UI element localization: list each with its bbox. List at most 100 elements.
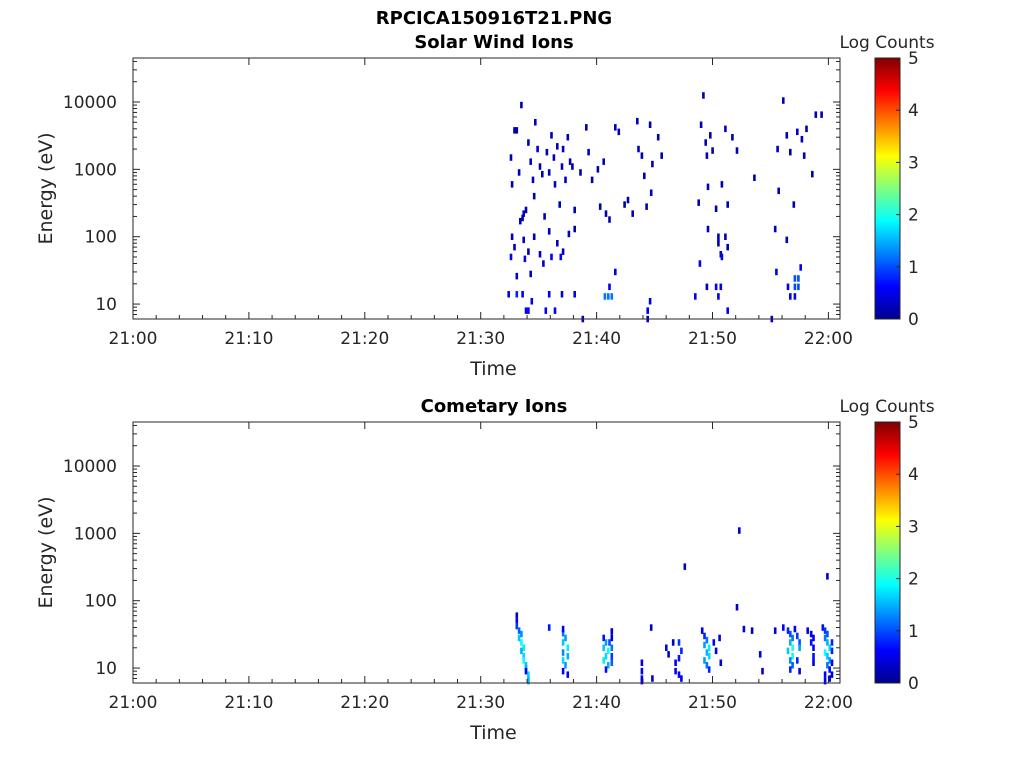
heatmap-cell — [522, 657, 525, 664]
heatmap-cell — [610, 293, 614, 300]
colorbar-label: Log Counts — [839, 33, 934, 53]
heatmap-cell — [826, 639, 829, 646]
y-tick-label: 100 — [85, 228, 117, 248]
plot-area — [133, 58, 840, 319]
heatmap-cells — [515, 527, 834, 685]
heatmap-cell — [717, 293, 720, 300]
heatmap-cell — [714, 205, 718, 212]
heatmap-cell — [706, 183, 710, 191]
heatmap-cell — [714, 283, 718, 291]
heatmap-cell — [705, 283, 709, 291]
y-tick-label: 100 — [85, 592, 117, 612]
heatmap-cell — [792, 201, 796, 208]
heatmap-cell — [789, 630, 792, 638]
heatmap-cell — [791, 662, 794, 669]
heatmap-cell — [538, 251, 542, 258]
heatmap-cell — [547, 624, 551, 631]
heatmap-cell — [785, 236, 789, 244]
colorbar-tick-label: 2 — [908, 206, 919, 226]
heatmap-cell — [536, 145, 539, 153]
heatmap-cell — [720, 253, 724, 261]
heatmap-cell — [507, 291, 510, 298]
heatmap-cell — [524, 206, 528, 214]
heatmap-cell — [608, 283, 611, 291]
heatmap-cell — [573, 225, 576, 233]
heatmap-cell — [704, 139, 707, 146]
heatmap-cell — [617, 128, 621, 136]
heatmap-cell — [700, 627, 704, 634]
heatmap-cell — [726, 201, 729, 208]
heatmap-cell — [719, 283, 723, 291]
heatmap-cell — [648, 121, 652, 128]
heatmap-cell — [558, 201, 561, 208]
heatmap-cell — [579, 169, 582, 176]
panel-title: Cometary Ions — [421, 396, 568, 417]
heatmap-cell — [702, 92, 705, 99]
heatmap-cell — [791, 653, 794, 660]
heatmap-cell — [607, 662, 610, 669]
heatmap-cell — [660, 152, 663, 159]
heatmap-cell — [782, 624, 785, 631]
heatmap-cell — [828, 675, 831, 682]
heatmap-cell — [718, 634, 721, 642]
heatmap-cell — [542, 260, 545, 267]
heatmap-cell — [677, 671, 681, 678]
colorbar-tick-label: 3 — [908, 517, 919, 537]
colorbar — [874, 421, 901, 684]
heatmap-cell — [776, 145, 779, 153]
heatmap-cell — [520, 647, 523, 655]
colorbar-label: Log Counts — [839, 397, 934, 417]
heatmap-cell — [509, 253, 513, 261]
heatmap-cell — [731, 134, 734, 141]
heatmap-cell — [712, 639, 716, 646]
heatmap-cell — [707, 666, 711, 673]
heatmap-cell — [602, 644, 605, 651]
heatmap-cell — [724, 233, 727, 240]
heatmap-cell — [604, 666, 608, 673]
heatmap-cell — [608, 639, 611, 646]
heatmap-cell — [809, 630, 813, 638]
heatmap-cell — [738, 527, 741, 534]
x-tick-label: 21:20 — [340, 693, 389, 713]
axes-frame — [132, 57, 841, 320]
heatmap-cell — [623, 201, 626, 208]
heatmap-cell — [541, 170, 544, 178]
heatmap-cell — [550, 132, 553, 139]
heatmap-cell — [571, 163, 574, 170]
heatmap-cell — [683, 563, 687, 570]
heatmap-cell — [651, 675, 654, 682]
heatmap-cell — [703, 641, 706, 649]
heatmap-cell — [705, 649, 709, 656]
heatmap-cell — [556, 143, 559, 150]
colorbar-tick-label: 1 — [908, 258, 919, 278]
heatmap-cell — [532, 233, 536, 240]
heatmap-cell — [805, 125, 808, 133]
heatmap-cell — [527, 248, 530, 255]
x-axis-label: Time — [469, 358, 517, 380]
heatmap-cell — [614, 268, 617, 276]
heatmap-cell — [529, 270, 532, 278]
heatmap-cell — [590, 176, 594, 184]
heatmap-cell — [515, 612, 519, 619]
heatmap-cell — [717, 233, 720, 240]
heatmap-cell — [640, 677, 644, 685]
heatmap-cell — [527, 677, 530, 685]
heatmap-cell — [517, 169, 521, 176]
heatmap-cell — [785, 132, 789, 139]
heatmap-cell — [522, 653, 525, 660]
panel-title: Solar Wind Ions — [414, 32, 573, 53]
heatmap-cell — [524, 307, 528, 314]
heatmap-cell — [735, 147, 739, 154]
heatmap-cell — [515, 291, 519, 298]
heatmap-cell — [786, 647, 790, 655]
heatmap-cell — [665, 644, 668, 651]
x-tick-label: 21:20 — [340, 329, 389, 349]
heatmap-cell — [830, 639, 834, 646]
heatmap-cell — [828, 666, 831, 673]
heatmap-cell — [821, 624, 825, 631]
colorbar-tick-label: 4 — [908, 465, 919, 485]
heatmap-cell — [656, 134, 660, 141]
heatmap-cell — [826, 573, 829, 580]
heatmap-cell — [610, 634, 614, 642]
heatmap-cell — [703, 657, 706, 664]
